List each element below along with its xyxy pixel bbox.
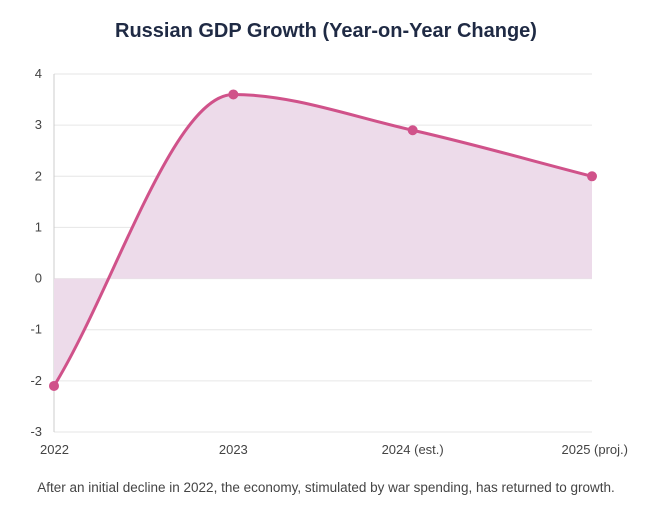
- y-tick-label: 3: [35, 117, 42, 132]
- chart-title: Russian GDP Growth (Year-on-Year Change): [115, 20, 537, 42]
- x-tick-label: 2023: [219, 442, 248, 457]
- series-line: [52, 92, 593, 387]
- y-tick-label: 2: [35, 168, 42, 183]
- data-point: [407, 125, 418, 136]
- data-point: [587, 171, 597, 182]
- x-tick-label: 2024 (est.): [382, 442, 444, 457]
- gdp-growth-chart: -3 -2 -1 0 1 2 3 4 2022 2023 2024 (est.) 2025 (proj…: [30, 66, 628, 457]
- y-tick-label: -2: [30, 373, 42, 388]
- y-tick-label: 0: [35, 271, 42, 286]
- data-point: [228, 89, 239, 100]
- x-tick-label: 2025 (proj.): [562, 442, 628, 457]
- y-tick-label: -3: [30, 424, 42, 439]
- series-area: [54, 94, 592, 386]
- data-point: [49, 380, 59, 391]
- x-tick-label: 2022: [40, 442, 69, 457]
- chart-caption: After an initial decline in 2022, the ec…: [37, 480, 615, 495]
- y-tick-label: 4: [35, 66, 42, 81]
- y-tick-label: 1: [35, 219, 42, 234]
- y-tick-label: -1: [30, 322, 42, 337]
